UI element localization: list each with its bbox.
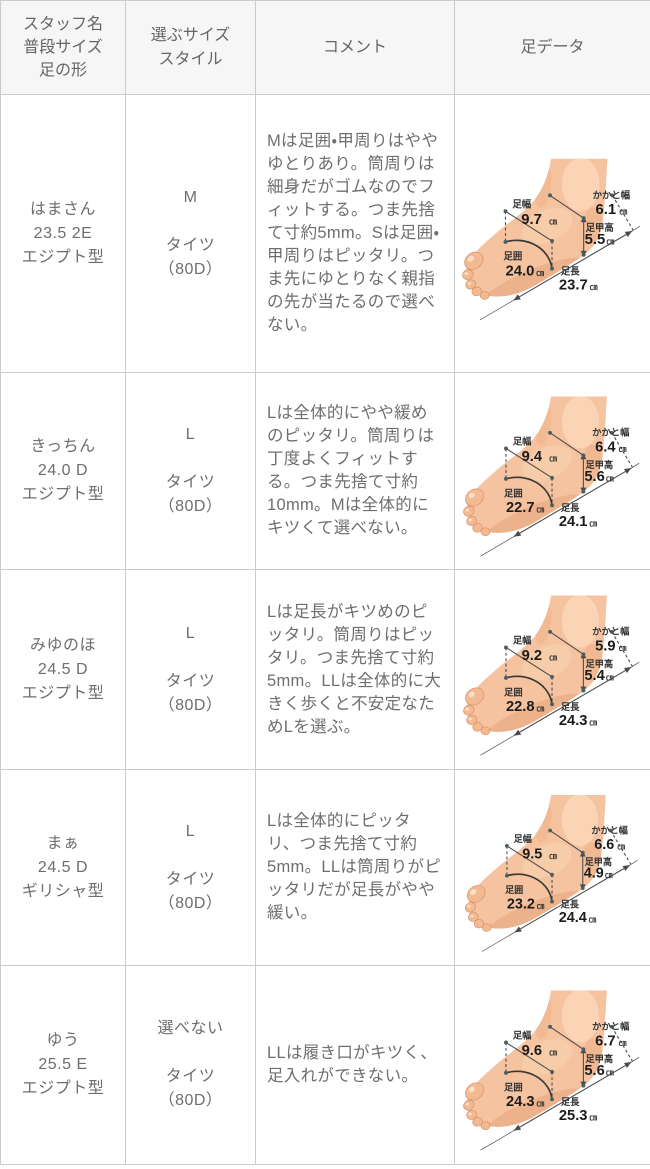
staff-size: 24.5 D (37, 858, 89, 876)
staff-cell: まぁ 24.5 D ギリシャ型 (0, 769, 126, 966)
instep-height-value: 5.6 (584, 469, 604, 485)
comment-cell: Lは全体的にやや緩めのピッタリ。筒周りは丁度よくフィットする。つま先捨て寸約10… (255, 372, 455, 570)
foot-width-value: 9.4 (521, 449, 542, 465)
heel-width-value: 6.7 (595, 1033, 615, 1049)
style-name: タイツ (165, 1068, 216, 1085)
chosen-size: L (185, 624, 196, 642)
staff-cell: みゆのほ 24.5 D エジプト型 (0, 569, 126, 770)
table-row: みゆのほ 24.5 D エジプト型 L タイツ （80D） Lは足長がキツめのピ… (0, 569, 650, 770)
foot-girth-value: 22.8 (505, 699, 534, 715)
foot-shape: エジプト型 (21, 684, 105, 702)
table-row: ゆう 25.5 E エジプト型 選べない タイツ （80D） LLは履き口がキツ… (0, 965, 650, 1165)
comment-cell: LLは履き口がキツく、足入れができない。 (255, 965, 455, 1165)
foot-girth-value: 24.3 (505, 1094, 534, 1110)
foot-shape: ギリシャ型 (21, 882, 105, 900)
header-row: スタッフ名 普段サイズ 足の形 選ぶサイズ スタイル コメント 足データ (0, 0, 650, 95)
foot-measurement-diagram: 9.4 6.4 5.6 22.7 24.1 (457, 373, 649, 569)
foot-length-value: 24.1 (558, 514, 587, 530)
foot-measurement-diagram: 9.6 6.7 5.6 24.3 25.3 (457, 967, 649, 1163)
foot-length-value: 24.4 (558, 909, 586, 925)
foot-data-cell: 9.5 6.6 4.9 23.2 24.4 (454, 769, 650, 966)
comment-cell: Lは足長がキツめのピッタリ。筒周りはピッタリ。つま先捨て寸約5mm。LLは全体的… (255, 569, 455, 770)
staff-cell: ゆう 25.5 E エジプト型 (0, 965, 126, 1165)
foot-width-value: 9.6 (521, 1043, 541, 1059)
staff-size: 25.5 E (38, 1056, 88, 1073)
foot-girth-value: 23.2 (506, 896, 534, 912)
col-header-foot-data: 足データ (454, 0, 650, 95)
instep-height-value: 5.6 (584, 1063, 604, 1079)
heel-width-value: 6.6 (594, 836, 614, 852)
comment-cell: Mは足囲・甲周りはややゆとりあり。筒周りは細身だがゴムなのでフィットする。つま先… (255, 94, 455, 373)
staff-name: きっちん (30, 438, 96, 455)
style-name: タイツ (165, 672, 216, 690)
table-row: きっちん 24.0 D エジプト型 L タイツ （80D） Lは全体的にやや緩め… (0, 372, 650, 570)
comment-cell: Lは全体的にピッタリ、つま先捨て寸約5mm。LLは筒周りがピッタリだが足長がやや… (255, 769, 455, 966)
staff-cell: はまさん 23.5 2E エジプト型 (0, 94, 126, 373)
table-row: はまさん 23.5 2E エジプト型 M タイツ （80D） Mは足囲・甲周りは… (0, 94, 650, 373)
foot-girth-value: 24.0 (505, 263, 534, 279)
size-style-cell: L タイツ （80D） (125, 569, 256, 770)
heel-width-value: 5.9 (595, 638, 615, 654)
size-style-cell: 選べない タイツ （80D） (125, 965, 256, 1165)
foot-shape: エジプト型 (21, 248, 105, 266)
col-header-comment: コメント (255, 0, 455, 95)
style-denier: （80D） (158, 696, 223, 714)
instep-height-value: 5.5 (584, 231, 605, 247)
staff-size: 24.5 D (37, 660, 89, 678)
style-denier: （80D） (158, 260, 223, 278)
foot-width-value: 9.7 (521, 212, 542, 228)
staff-size: 24.0 D (37, 462, 89, 479)
staff-name: まぁ (46, 834, 80, 852)
col-header-staff: スタッフ名 普段サイズ 足の形 (0, 0, 126, 95)
chosen-size: L (185, 822, 196, 840)
foot-shape: エジプト型 (21, 486, 105, 503)
instep-height-value: 4.9 (583, 865, 603, 881)
staff-name: ゆう (46, 1032, 80, 1049)
foot-shape: エジプト型 (21, 1080, 105, 1097)
foot-data-cell: 9.6 6.7 5.6 24.3 25.3 (454, 965, 650, 1165)
foot-width-value: 9.5 (522, 846, 542, 862)
staff-name: みゆのほ (29, 636, 96, 654)
style-denier: （80D） (158, 498, 223, 515)
foot-length-value: 23.7 (558, 277, 587, 293)
foot-measurement-diagram: 9.5 6.6 4.9 23.2 24.4 (457, 772, 649, 964)
style-name: タイツ (165, 236, 216, 254)
col-header-size-style: 選ぶサイズ スタイル (125, 0, 256, 95)
staff-size: 23.5 2E (33, 224, 93, 242)
staff-name: はまさん (29, 200, 96, 218)
table-row: まぁ 24.5 D ギリシャ型 L タイツ （80D） Lは全体的にピッタリ、つ… (0, 769, 650, 966)
size-style-cell: L タイツ （80D） (125, 769, 256, 966)
style-name: タイツ (165, 870, 216, 888)
foot-data-cell: 9.4 6.4 5.6 22.7 24.1 (454, 372, 650, 570)
chosen-size: L (185, 426, 196, 443)
foot-data-cell: 9.2 5.9 5.4 22.8 24.3 (454, 569, 650, 770)
heel-width-value: 6.1 (595, 202, 616, 218)
foot-length-value: 25.3 (558, 1108, 587, 1124)
foot-measurement-diagram: 9.2 5.9 5.4 22.8 24.3 (457, 572, 649, 768)
chosen-size: M (183, 188, 198, 206)
style-denier: （80D） (158, 1092, 223, 1109)
heel-width-value: 6.4 (595, 439, 616, 455)
foot-data-cell: 9.7 6.1 5.5 24.0 23.7 (454, 94, 650, 373)
foot-width-value: 9.2 (521, 648, 541, 664)
foot-measurement-diagram: 9.7 6.1 5.5 24.0 23.7 (456, 135, 650, 333)
chosen-size: 選べない (157, 1020, 224, 1037)
foot-length-value: 24.3 (558, 712, 587, 728)
style-denier: （80D） (158, 894, 223, 912)
size-style-cell: M タイツ （80D） (125, 94, 256, 373)
style-name: タイツ (165, 474, 216, 491)
instep-height-value: 5.4 (584, 667, 605, 683)
foot-girth-value: 22.7 (505, 500, 534, 516)
size-style-cell: L タイツ （80D） (125, 372, 256, 570)
staff-cell: きっちん 24.0 D エジプト型 (0, 372, 126, 570)
